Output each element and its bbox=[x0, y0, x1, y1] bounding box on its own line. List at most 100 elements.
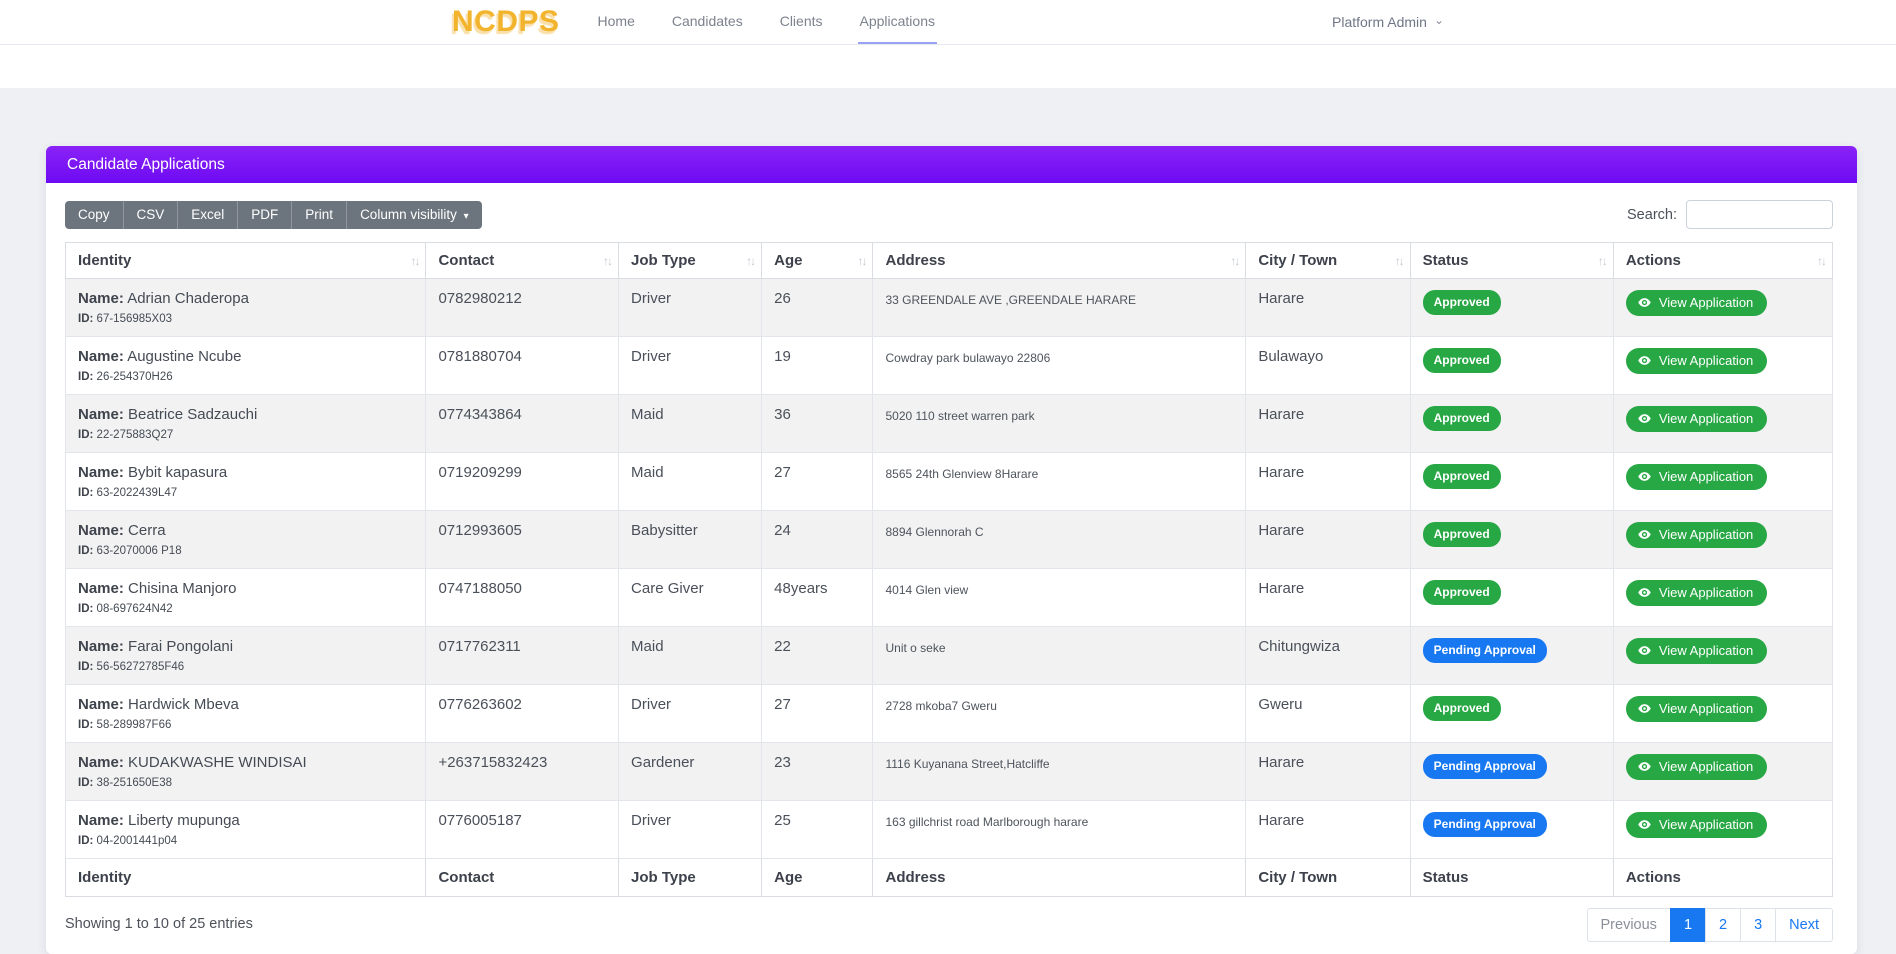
eye-icon bbox=[1638, 820, 1651, 829]
view-application-button[interactable]: View Application bbox=[1625, 464, 1768, 490]
candidate-applications-card: Candidate Applications Copy CSV Excel PDF Pr… bbox=[46, 146, 1857, 954]
actions-cell: View Application bbox=[1612, 278, 1834, 337]
candidate-id: 67-156985X03 bbox=[96, 313, 173, 325]
export-print-button[interactable]: Print bbox=[292, 200, 348, 229]
identity-cell: Name: Chisina Manjoro ID: 08-697624N42 bbox=[64, 568, 427, 627]
view-application-button[interactable]: View Application bbox=[1625, 522, 1768, 548]
pagination-page-3[interactable]: 3 bbox=[1740, 908, 1777, 942]
identity-cell: Name: KUDAKWASHE WINDISAI ID: 38-251650E… bbox=[64, 742, 427, 801]
view-application-button[interactable]: View Application bbox=[1625, 406, 1768, 432]
status-cell: Approved bbox=[1409, 278, 1614, 337]
entries-info: Showing 1 to 10 of 25 entries bbox=[65, 916, 253, 932]
status-cell: Approved bbox=[1409, 510, 1614, 569]
candidate-name: Farai Pongolani bbox=[128, 638, 234, 655]
job-type-cell: Care Giver bbox=[618, 568, 763, 627]
contact-cell: 0782980212 bbox=[425, 278, 620, 337]
status-cell: Approved bbox=[1409, 452, 1614, 511]
status-badge: Approved bbox=[1422, 522, 1501, 547]
eye-icon bbox=[1638, 588, 1651, 597]
name-label: Name: bbox=[78, 754, 124, 771]
column-header-actions[interactable]: Actions ↑↓ bbox=[1612, 242, 1834, 279]
name-label: Name: bbox=[78, 812, 124, 829]
address-cell: 2728 mkoba7 Gweru bbox=[872, 684, 1247, 743]
view-application-button[interactable]: View Application bbox=[1625, 348, 1768, 374]
pagination-next[interactable]: Next bbox=[1775, 908, 1833, 942]
status-badge: Approved bbox=[1422, 696, 1501, 721]
contact-cell: 0776005187 bbox=[425, 800, 620, 859]
status-cell: Approved bbox=[1409, 568, 1614, 627]
job-type-cell: Gardener bbox=[618, 742, 763, 801]
status-badge: Pending Approval bbox=[1422, 754, 1547, 779]
view-application-label: View Application bbox=[1658, 527, 1754, 542]
candidate-name: Beatrice Sadzauchi bbox=[128, 406, 258, 423]
export-excel-button[interactable]: Excel bbox=[178, 200, 239, 229]
export-pdf-button[interactable]: PDF bbox=[238, 200, 293, 229]
nav-link-candidates[interactable]: Candidates bbox=[671, 13, 743, 29]
footer-column-city-town: City / Town bbox=[1245, 858, 1411, 897]
age-cell: 23 bbox=[761, 742, 874, 801]
city-cell: Harare bbox=[1245, 278, 1411, 337]
column-header-age[interactable]: Age ↑↓ bbox=[761, 242, 874, 279]
nav-link-clients[interactable]: Clients bbox=[779, 13, 823, 29]
applications-table: Identity ↑↓ Contact ↑↓ Job Type ↑↓ Age ↑↓ Addres… bbox=[64, 242, 1834, 897]
view-application-button[interactable]: View Application bbox=[1625, 580, 1768, 606]
id-label: ID: bbox=[78, 603, 94, 615]
name-label: Name: bbox=[78, 406, 124, 423]
view-application-button[interactable]: View Application bbox=[1625, 754, 1768, 780]
pagination-previous[interactable]: Previous bbox=[1586, 908, 1671, 942]
column-header-identity[interactable]: Identity ↑↓ bbox=[64, 242, 427, 279]
contact-cell: +263715832423 bbox=[425, 742, 620, 801]
pagination-page-2[interactable]: 2 bbox=[1705, 908, 1742, 942]
status-cell: Pending Approval bbox=[1409, 800, 1614, 859]
candidate-id: 63-2022439L47 bbox=[96, 487, 178, 499]
column-header-contact[interactable]: Contact ↑↓ bbox=[425, 242, 620, 279]
export-copy-button[interactable]: Copy bbox=[65, 200, 124, 229]
view-application-button[interactable]: View Application bbox=[1625, 638, 1768, 664]
candidate-name: Augustine Ncube bbox=[127, 348, 242, 365]
column-header-address[interactable]: Address ↑↓ bbox=[872, 242, 1247, 279]
eye-icon bbox=[1638, 762, 1651, 771]
age-cell: 26 bbox=[761, 278, 874, 337]
contact-cell: 0774343864 bbox=[425, 394, 620, 453]
id-label: ID: bbox=[78, 545, 94, 557]
nav-link-home[interactable]: Home bbox=[597, 13, 635, 29]
view-application-button[interactable]: View Application bbox=[1625, 290, 1768, 316]
identity-cell: Name: Beatrice Sadzauchi ID: 22-275883Q2… bbox=[64, 394, 427, 453]
sort-icon: ↑↓ bbox=[410, 253, 420, 268]
table-row: Name: KUDAKWASHE WINDISAI ID: 38-251650E… bbox=[64, 742, 1834, 801]
view-application-button[interactable]: View Application bbox=[1625, 812, 1768, 838]
view-application-button[interactable]: View Application bbox=[1625, 696, 1768, 722]
eye-icon bbox=[1638, 298, 1651, 307]
contact-cell: 0781880704 bbox=[425, 336, 620, 395]
table-row: Name: Farai Pongolani ID: 56-56272785F46… bbox=[64, 626, 1834, 685]
city-cell: Bulawayo bbox=[1245, 336, 1411, 395]
brand-logo[interactable]: NCDPS bbox=[452, 5, 560, 38]
column-visibility-button[interactable]: Column visibility ▾ bbox=[347, 200, 482, 229]
footer-column-address: Address bbox=[872, 858, 1247, 897]
view-application-label: View Application bbox=[1658, 701, 1754, 716]
sort-icon: ↑↓ bbox=[603, 253, 613, 268]
export-csv-button[interactable]: CSV bbox=[123, 200, 179, 229]
actions-cell: View Application bbox=[1612, 568, 1834, 627]
table-footer: Identity Contact Job Type Age Address City / … bbox=[64, 858, 1834, 897]
search-input[interactable] bbox=[1686, 200, 1833, 229]
pagination-page-1[interactable]: 1 bbox=[1669, 908, 1707, 942]
column-header-job-type[interactable]: Job Type ↑↓ bbox=[618, 242, 763, 279]
id-label: ID: bbox=[78, 835, 94, 847]
address-cell: 33 GREENDALE AVE ,GREENDALE HARARE bbox=[872, 278, 1247, 337]
nav-link-applications[interactable]: Applications bbox=[857, 0, 937, 44]
candidate-id: 22-275883Q27 bbox=[96, 429, 174, 441]
actions-cell: View Application bbox=[1612, 336, 1834, 395]
eye-icon bbox=[1638, 646, 1651, 655]
eye-icon bbox=[1638, 414, 1651, 423]
status-cell: Approved bbox=[1409, 684, 1614, 743]
column-header-status[interactable]: Status ↑↓ bbox=[1409, 242, 1614, 279]
candidate-id: 04-2001441p04 bbox=[96, 835, 178, 847]
nav-links: Home Candidates Clients Applications bbox=[596, 0, 970, 44]
column-header-city-town[interactable]: City / Town ↑↓ bbox=[1245, 242, 1411, 279]
age-cell: 24 bbox=[761, 510, 874, 569]
city-cell: Harare bbox=[1245, 510, 1411, 569]
user-menu-dropdown[interactable]: Platform Admin ⌄ bbox=[1332, 13, 1444, 30]
status-cell: Approved bbox=[1409, 394, 1614, 453]
identity-cell: Name: Farai Pongolani ID: 56-56272785F46 bbox=[64, 626, 427, 685]
